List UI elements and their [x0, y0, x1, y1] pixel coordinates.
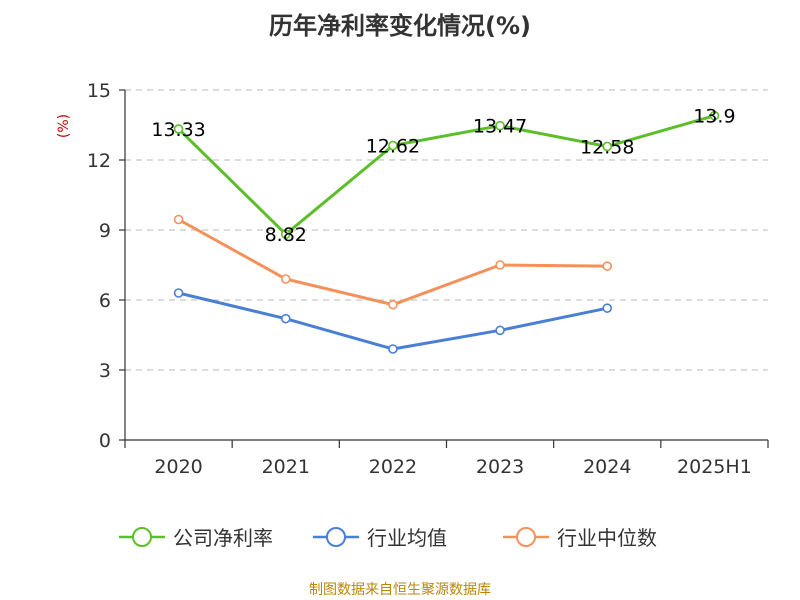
- data-label: 12.58: [580, 136, 634, 158]
- data-point[interactable]: [173, 124, 184, 134]
- data-point[interactable]: [173, 214, 184, 225]
- chart-title: 历年净利率变化情况(%): [269, 12, 531, 40]
- data-point[interactable]: [280, 313, 291, 324]
- legend-item[interactable]: 行业中位数: [503, 526, 657, 550]
- x-tick-label: 2024: [583, 456, 631, 478]
- data-labels: 13.33 8.82 12.62 13.47 12.58 13.9: [151, 106, 735, 247]
- data-label: 13.33: [151, 119, 205, 141]
- y-axis-unit-label: (%): [56, 114, 72, 138]
- data-point[interactable]: [602, 141, 613, 152]
- data-point[interactable]: [280, 229, 291, 239]
- legend-label: 行业均值: [367, 526, 447, 550]
- data-point[interactable]: [709, 110, 720, 121]
- source-note: 制图数据来自恒生聚源数据库: [309, 582, 491, 598]
- x-tick-label: 2021: [262, 456, 310, 478]
- y-tick-label: 3: [99, 360, 111, 382]
- data-point[interactable]: [388, 344, 398, 354]
- legend-marker-icon: [326, 527, 346, 547]
- data-point[interactable]: [280, 274, 291, 284]
- x-tick-label: 2025H1: [677, 456, 752, 478]
- data-label: 13.9: [693, 106, 735, 128]
- series-line: [177, 114, 716, 236]
- data-point[interactable]: [388, 140, 398, 151]
- series-line: [177, 218, 609, 307]
- legend: 公司净利率 行业均值 行业中位数: [119, 526, 657, 550]
- data-label: 13.47: [473, 116, 527, 138]
- legend-label: 公司净利率: [173, 526, 273, 550]
- grid-lines: [125, 89, 768, 371]
- data-point[interactable]: [602, 303, 613, 313]
- legend-item[interactable]: 行业均值: [313, 526, 447, 550]
- data-label: 8.82: [265, 224, 307, 246]
- y-tick-label: 6: [99, 290, 111, 312]
- legend-marker-icon: [132, 527, 152, 547]
- x-tick-label: 2020: [154, 456, 202, 478]
- y-tick-label: 9: [99, 220, 111, 242]
- y-tick-label: 15: [87, 80, 111, 102]
- data-point[interactable]: [602, 261, 613, 271]
- data-point[interactable]: [388, 299, 398, 310]
- legend-label: 行业中位数: [557, 526, 657, 550]
- data-point[interactable]: [173, 288, 184, 298]
- data-label: 12.62: [366, 136, 420, 158]
- legend-marker-icon: [516, 527, 536, 547]
- series-lines: [173, 110, 720, 354]
- data-point[interactable]: [495, 260, 505, 270]
- legend-item[interactable]: 公司净利率: [119, 526, 273, 550]
- y-tick-label: 12: [87, 150, 111, 172]
- x-tick-label: 2022: [369, 456, 417, 478]
- y-tick-label: 0: [99, 430, 111, 452]
- x-tick-label: 2023: [476, 456, 524, 478]
- data-point[interactable]: [495, 325, 505, 336]
- data-point[interactable]: [495, 120, 505, 131]
- axes: 0 3 6 9 12 15 2020 2021 2022 2023 2024 2025H1: [87, 80, 769, 478]
